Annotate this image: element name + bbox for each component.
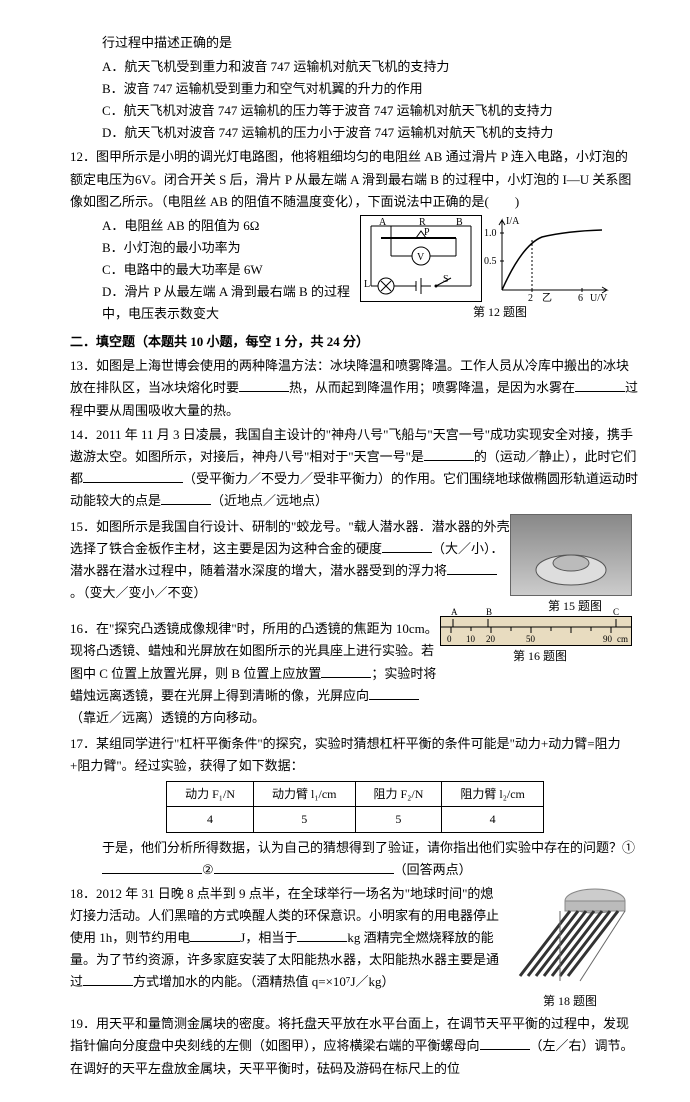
graph-ylabel: I/A [506, 213, 519, 230]
graph-xlabel: U/V [590, 290, 607, 307]
q11-optC: C．航天飞机对波音 747 运输机的压力等于波音 747 运输机对航天飞机的支持… [102, 100, 640, 122]
q12-optA: A．电阻丝 AB 的阻值为 6Ω [102, 215, 360, 237]
q12-stem: 图甲所示是小明的调光灯电路图，他将粗细均匀的电阻丝 AB 通过滑片 P 连入电路… [70, 149, 631, 208]
q17: 17．某组同学进行"杠杆平衡条件"的探究，实验时猜想杠杆平衡的条件可能是"动力+… [70, 733, 640, 777]
optical-bench: A B C 0 10 20 50 90 cm [440, 616, 632, 646]
solar-heater-image [500, 881, 630, 991]
q19: 19．用天平和量筒测金属块的密度。将托盘天平放在水平台面上，在调节天平平衡的过程… [70, 1013, 640, 1079]
iv-graph: I/A 1.0 0.5 2 6 U/V 乙 [482, 215, 612, 300]
q18: 18．2012 年 31 日晚 8 点半到 9 点半，在全球举行一场名为"地球时… [70, 883, 500, 993]
q12-num: 12． [70, 149, 96, 164]
q11-optD: D．航天飞机对波音 747 运输机的压力小于波音 747 运输机对航天飞机的支持… [102, 122, 640, 144]
q11-optA: A．航天飞机受到重力和波音 747 运输机对航天飞机的支持力 [102, 56, 640, 78]
svg-text:V: V [417, 252, 425, 263]
graph-ymid: 0.5 [484, 253, 497, 270]
circuit-L: L [364, 276, 370, 293]
q13: 13．如图是上海世博会使用的两种降温方法：冰块降温和喷雾降温。工作人员从冷库中搬… [70, 355, 640, 421]
section2-title: 二．填空题（本题共 10 小题，每空 1 分，共 24 分） [70, 331, 640, 353]
q12: 12．图甲所示是小明的调光灯电路图，他将粗细均匀的电阻丝 AB 通过滑片 P 连… [70, 146, 640, 212]
q17-table: 动力 F₁/N动力臂 l₁/cm阻力 F₂/N阻力臂 l₂/cm 4554 [166, 781, 544, 833]
q11-stem-cont: 行过程中描述正确的是 [102, 32, 640, 54]
graph-x0: 2 [528, 290, 533, 307]
submarine-image [510, 514, 632, 596]
q12-optC: C．电路中的最大功率是 6W [102, 259, 360, 281]
q17-cont: 于是，他们分析所得数据，认为自己的猜想得到了验证，请你指出他们实验中存在的问题？… [102, 837, 640, 881]
circuit-B: B [456, 214, 463, 231]
circuit-S: S [443, 271, 449, 288]
q16-figlabel: 第 16 题图 [440, 646, 640, 666]
graph-x1: 6 [578, 290, 583, 307]
q18-figlabel: 第 18 题图 [500, 991, 640, 1011]
q11-optB: B．波音 747 运输机受到重力和空气对机翼的升力的作用 [102, 78, 640, 100]
circuit-P: P [424, 224, 430, 241]
q14: 14．2011 年 11 月 3 日凌晨，我国自主设计的"神舟八号"飞船与"天宫… [70, 424, 640, 512]
q16: 16．在"探究凸透镜成像规律"时，所用的凸透镜的焦距为 10cm。现将凸透镜、蜡… [70, 618, 440, 728]
circuit-diagram: V [360, 215, 482, 302]
q12-optD: D．滑片 P 从最左端 A 滑到最右端 B 的过程中，电压表示数变大 [102, 281, 360, 325]
q15: 15．如图所示是我国自行设计、研制的"蛟龙号。"载人潜水器．潜水器的外壳选择了铁… [70, 516, 510, 604]
graph-ymax: 1.0 [484, 225, 497, 242]
circuit-A: A [379, 214, 386, 231]
q12-optB: B．小灯泡的最小功率为 [102, 237, 360, 259]
q15-figlabel: 第 15 题图 [510, 596, 640, 616]
